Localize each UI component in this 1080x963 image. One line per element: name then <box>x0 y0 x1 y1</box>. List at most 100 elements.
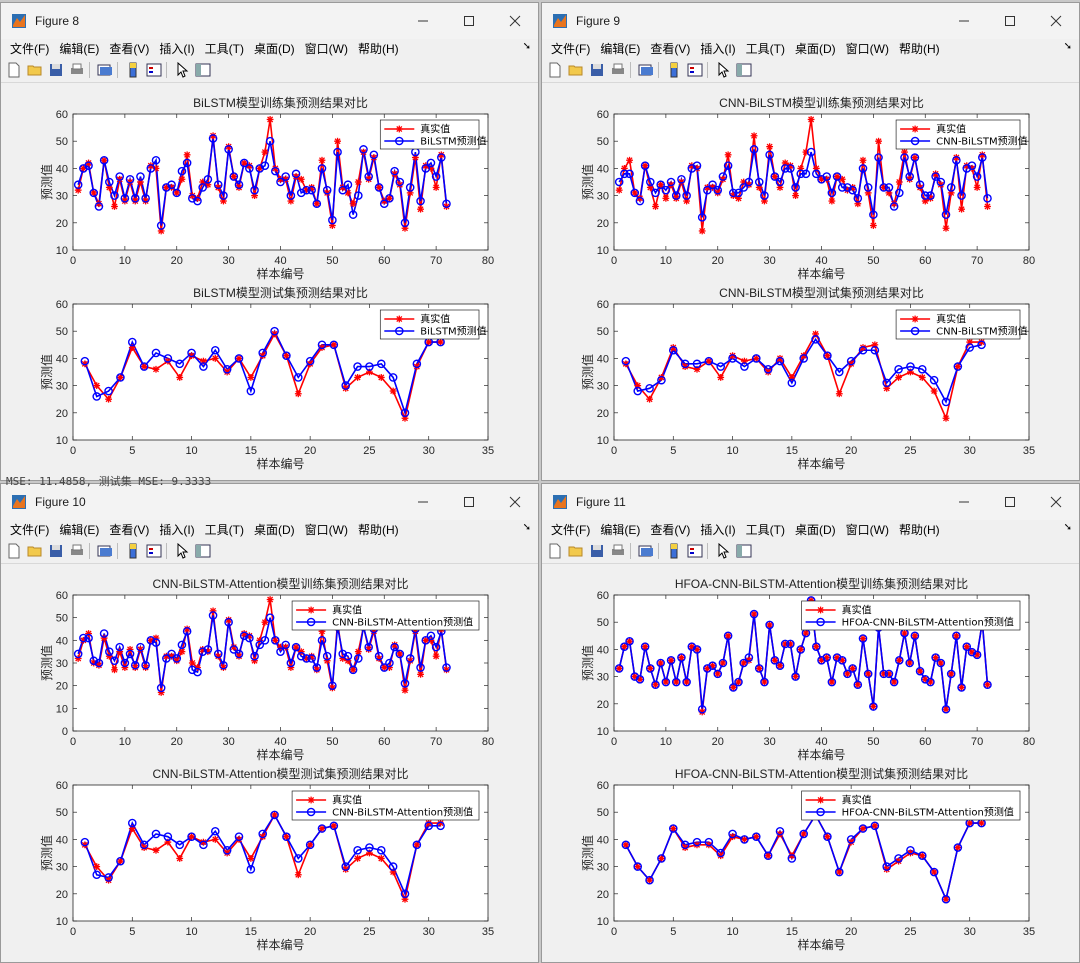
save-icon[interactable] <box>48 543 64 559</box>
menu-help[interactable]: 帮助(H) <box>898 522 940 537</box>
menu-desktop[interactable]: 桌面(D) <box>253 522 295 537</box>
menu-view[interactable]: 查看(V) <box>650 522 691 537</box>
minimize-button[interactable] <box>941 3 987 39</box>
print-preview-icon[interactable] <box>638 543 654 559</box>
save-icon[interactable] <box>589 62 605 78</box>
pointer-icon[interactable] <box>715 543 731 559</box>
save-icon[interactable] <box>589 543 605 559</box>
menu-desktop[interactable]: 桌面(D) <box>794 522 836 537</box>
maximize-button[interactable] <box>446 3 492 39</box>
menu-view[interactable]: 查看(V) <box>109 41 150 56</box>
print-preview-icon[interactable] <box>638 62 654 78</box>
menu-window[interactable]: 窗口(W) <box>304 41 348 56</box>
property-editor-icon[interactable] <box>736 62 752 78</box>
minimize-button[interactable] <box>400 3 446 39</box>
predicted-value-marker <box>250 185 259 195</box>
colorbar-icon[interactable] <box>666 543 682 559</box>
marker-stroke <box>626 638 633 645</box>
predicted-value-marker <box>936 177 946 187</box>
menu-tools[interactable]: 工具(T) <box>745 41 785 56</box>
pointer-icon[interactable] <box>174 543 190 559</box>
new-file-icon[interactable] <box>547 62 563 78</box>
menu-insert[interactable]: 插入(I) <box>159 522 195 537</box>
toolbar <box>542 58 1079 83</box>
open-folder-icon[interactable] <box>568 543 584 559</box>
print-preview-icon[interactable] <box>97 62 113 78</box>
menu-window[interactable]: 窗口(W) <box>845 522 889 537</box>
menu-view[interactable]: 查看(V) <box>109 522 150 537</box>
close-button[interactable] <box>1033 484 1079 520</box>
colorbar-icon[interactable] <box>125 62 141 78</box>
close-button[interactable] <box>492 3 538 39</box>
save-icon[interactable] <box>48 62 64 78</box>
predicted-value-marker <box>926 677 935 687</box>
menu-view[interactable]: 查看(V) <box>650 41 691 56</box>
menu-edit[interactable]: 编辑(E) <box>59 41 100 56</box>
marker-stroke <box>836 869 843 876</box>
menu-file[interactable]: 文件(F) <box>551 41 591 56</box>
close-button[interactable] <box>492 484 538 520</box>
legend-icon[interactable] <box>687 543 703 559</box>
predicted-value-marker <box>376 845 386 855</box>
title-bar[interactable]: Figure 10 <box>1 484 538 520</box>
open-folder-icon[interactable] <box>27 543 43 559</box>
maximize-button[interactable] <box>446 484 492 520</box>
new-file-icon[interactable] <box>6 62 22 78</box>
menu-overflow-icon[interactable]: ➘ <box>522 522 531 533</box>
colorbar-icon[interactable] <box>125 543 141 559</box>
menu-insert[interactable]: 插入(I) <box>700 522 736 537</box>
open-folder-icon[interactable] <box>568 62 584 78</box>
menu-edit[interactable]: 编辑(E) <box>600 522 641 537</box>
print-icon[interactable] <box>69 543 85 559</box>
menu-desktop[interactable]: 桌面(D) <box>794 41 836 56</box>
x-tick-label: 0 <box>70 445 76 457</box>
property-editor-icon[interactable] <box>736 543 752 559</box>
menu-help[interactable]: 帮助(H) <box>357 522 399 537</box>
minimize-button[interactable] <box>400 484 446 520</box>
menu-help[interactable]: 帮助(H) <box>898 41 940 56</box>
menu-overflow-icon[interactable]: ➘ <box>1063 41 1072 52</box>
menu-overflow-icon[interactable]: ➘ <box>522 41 531 52</box>
menu-help[interactable]: 帮助(H) <box>357 41 399 56</box>
menu-tools[interactable]: 工具(T) <box>204 522 244 537</box>
menu-insert[interactable]: 插入(I) <box>159 41 195 56</box>
legend-icon[interactable] <box>146 543 162 559</box>
menu-tools[interactable]: 工具(T) <box>204 41 244 56</box>
legend-icon[interactable] <box>687 62 703 78</box>
menu-file[interactable]: 文件(F) <box>551 522 591 537</box>
maximize-button[interactable] <box>987 484 1033 520</box>
menu-file[interactable]: 文件(F) <box>10 522 50 537</box>
menu-desktop[interactable]: 桌面(D) <box>253 41 295 56</box>
minimize-button[interactable] <box>941 484 987 520</box>
predicted-value-marker <box>348 210 358 219</box>
title-bar[interactable]: Figure 9 <box>542 3 1079 39</box>
close-button[interactable] <box>1033 3 1079 39</box>
title-bar[interactable]: Figure 8 <box>1 3 538 39</box>
menu-insert[interactable]: 插入(I) <box>700 41 736 56</box>
legend-icon[interactable] <box>146 62 162 78</box>
menu-window[interactable]: 窗口(W) <box>845 41 889 56</box>
new-file-icon[interactable] <box>6 543 22 559</box>
title-bar[interactable]: Figure 11 <box>542 484 1079 520</box>
pointer-icon[interactable] <box>174 62 190 78</box>
predicted-value-marker <box>906 362 915 371</box>
menu-tools[interactable]: 工具(T) <box>745 522 785 537</box>
menu-file[interactable]: 文件(F) <box>10 41 50 56</box>
open-folder-icon[interactable] <box>27 62 43 78</box>
pointer-icon[interactable] <box>715 62 731 78</box>
marker-stroke <box>735 679 742 686</box>
menu-overflow-icon[interactable]: ➘ <box>1063 522 1072 533</box>
new-file-icon[interactable] <box>547 543 563 559</box>
print-preview-icon[interactable] <box>97 543 113 559</box>
maximize-button[interactable] <box>987 3 1033 39</box>
true-value-marker <box>942 895 950 903</box>
colorbar-icon[interactable] <box>666 62 682 78</box>
property-editor-icon[interactable] <box>195 543 211 559</box>
property-editor-icon[interactable] <box>195 62 211 78</box>
print-icon[interactable] <box>610 543 626 559</box>
menu-edit[interactable]: 编辑(E) <box>59 522 100 537</box>
print-icon[interactable] <box>610 62 626 78</box>
menu-window[interactable]: 窗口(W) <box>304 522 348 537</box>
menu-edit[interactable]: 编辑(E) <box>600 41 641 56</box>
print-icon[interactable] <box>69 62 85 78</box>
